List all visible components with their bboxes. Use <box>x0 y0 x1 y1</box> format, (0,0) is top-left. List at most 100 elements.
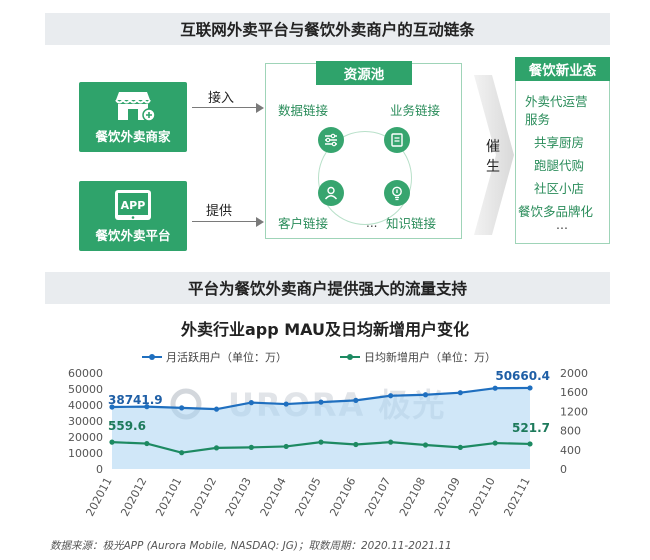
series-0-point-3 <box>213 406 220 412</box>
chart-title: 外卖行业app MAU及日均新增用户变化 <box>180 320 470 339</box>
biz-item-ellipsis: ... <box>556 217 568 232</box>
drive-label: 催生 <box>486 139 500 175</box>
y-left-tick-2: 20000 <box>68 431 103 444</box>
y-left-tick-5: 50000 <box>68 383 103 396</box>
series-1-point-10 <box>457 444 463 450</box>
y-left-tick-1: 10000 <box>68 447 103 460</box>
data-sliders-icon <box>318 127 344 153</box>
new-business-title: 餐饮新业态 <box>515 57 610 81</box>
series-0-point-11 <box>492 385 498 391</box>
resource-pool: 资源池 数据链接 业务链接 客户链接 知识链接 ... <box>265 61 462 239</box>
biz-item-shared-kitchen: 共享厨房 <box>534 135 585 150</box>
series-1-point-4 <box>248 444 254 450</box>
x-tick-202109: 202109 <box>432 475 463 518</box>
x-tick-202105: 202105 <box>292 475 323 518</box>
drive-chevron-arrow <box>474 75 514 235</box>
x-tick-202101: 202101 <box>153 475 184 518</box>
chart-canvas: URORA 极光 0100002000030000400005000060000… <box>68 350 588 518</box>
biz-item-errand: 跑腿代购 <box>534 158 585 173</box>
y-right-tick-3: 1200 <box>560 405 588 418</box>
biz-item-operation: 外卖代运营 <box>525 94 588 109</box>
chart-legend: 月活跃用户（单位：万） 日均新增用户（单位：万） <box>142 350 496 364</box>
y-left-tick-6: 60000 <box>68 367 103 380</box>
pool-link-data: 数据链接 <box>278 103 329 118</box>
pool-cycle-ring <box>318 131 412 225</box>
pool-ellipsis: ... <box>366 216 378 230</box>
series-0-point-7 <box>353 397 359 403</box>
series-1-point-3 <box>213 445 220 451</box>
x-tick-202102: 202102 <box>188 475 219 518</box>
y-left-tick-3: 30000 <box>68 415 103 428</box>
series-1-point-7 <box>353 441 359 448</box>
legend-new-users: 日均新增用户（单位：万） <box>364 350 496 364</box>
connect-arrow-head <box>256 103 264 113</box>
series-1-point-1 <box>144 440 150 447</box>
y-right-tick-5: 2000 <box>560 367 588 380</box>
series-0-label-0: 38741.9 <box>108 393 163 407</box>
series-0-point-2 <box>179 405 185 411</box>
series-1-point-2 <box>179 450 185 456</box>
series-1-point-9 <box>422 442 429 448</box>
business-doc-icon <box>384 127 410 153</box>
x-tick-202012: 202012 <box>118 475 149 518</box>
series-0-point-0 <box>109 404 115 410</box>
connect-label: 接入 <box>208 91 235 106</box>
biz-item-community-store: 社区小店 <box>534 181 585 196</box>
x-tick-202106: 202106 <box>327 475 358 518</box>
provide-label: 提供 <box>206 204 233 219</box>
data-source-note: 数据来源：极光APP (Aurora Mobile, NASDAQ: JG)；取… <box>50 540 452 552</box>
series-0-point-9 <box>422 392 429 398</box>
provide-arrow-head <box>256 217 264 227</box>
legend-marker-new-users <box>347 354 353 360</box>
series-1-point-5 <box>283 443 289 450</box>
series-0-point-1 <box>144 404 150 410</box>
series-0-point-10 <box>457 390 463 396</box>
series-0-point-4 <box>248 400 254 406</box>
pool-link-business: 业务链接 <box>390 103 441 118</box>
customer-user-icon <box>318 180 344 206</box>
x-tick-202104: 202104 <box>258 475 289 518</box>
y-left-tick-4: 40000 <box>68 399 103 412</box>
series-0-point-6 <box>318 399 324 405</box>
y-right-tick-1: 400 <box>560 444 581 457</box>
legend-marker-mau <box>149 354 155 360</box>
platform-box: APP 餐饮外卖平台 <box>79 181 187 251</box>
y-right-tick-4: 1600 <box>560 386 588 399</box>
pool-link-knowledge: 知识链接 <box>386 216 437 231</box>
series-1-label-12: 521.7 <box>512 421 550 435</box>
section-traffic-title: 平台为餐饮外卖商户提供强大的流量支持 <box>45 272 610 304</box>
series-0-point-12 <box>527 385 533 391</box>
y-right-tick-2: 800 <box>560 425 581 438</box>
series-0-label-12: 50660.4 <box>495 369 550 383</box>
series-1-point-0 <box>109 439 115 445</box>
series-1-point-6 <box>318 439 324 445</box>
series-1-point-12 <box>527 441 533 447</box>
x-tick-202107: 202107 <box>362 475 393 518</box>
app-badge: APP <box>121 199 146 212</box>
series-1-point-11 <box>492 440 498 446</box>
x-tick-202108: 202108 <box>397 475 428 518</box>
series-1-point-8 <box>388 439 394 445</box>
diagram-title: 互联网外卖平台与餐饮外卖商户的互动链条 <box>45 13 610 45</box>
series-1-label-0: 559.6 <box>108 419 146 433</box>
phone-app-icon: APP <box>79 187 187 221</box>
connect-arrow-line <box>192 107 256 109</box>
x-tick-202111: 202111 <box>501 475 532 518</box>
pool-link-customer: 客户链接 <box>278 216 329 231</box>
legend-mau: 月活跃用户（单位：万） <box>166 350 287 364</box>
x-tick-202011: 202011 <box>83 475 114 518</box>
series-0-point-8 <box>388 393 394 399</box>
merchant-label: 餐饮外卖商家 <box>95 129 171 144</box>
biz-item-service: 服务 <box>525 112 551 127</box>
platform-label: 餐饮外卖平台 <box>95 228 171 243</box>
y-right-tick-0: 0 <box>560 463 567 476</box>
x-tick-202103: 202103 <box>223 475 254 518</box>
store-icon <box>79 88 187 122</box>
y-left-tick-0: 0 <box>96 463 103 476</box>
knowledge-bulb-icon <box>384 180 410 206</box>
biz-item-multi-brand: 餐饮多品牌化 <box>518 204 594 219</box>
merchant-box: 餐饮外卖商家 <box>79 82 187 152</box>
new-business-panel: 餐饮新业态 外卖代运营 服务 共享厨房 跑腿代购 社区小店 餐饮多品牌化 ... <box>515 57 610 244</box>
series-0-point-5 <box>283 401 289 407</box>
x-tick-202110: 202110 <box>467 475 498 518</box>
